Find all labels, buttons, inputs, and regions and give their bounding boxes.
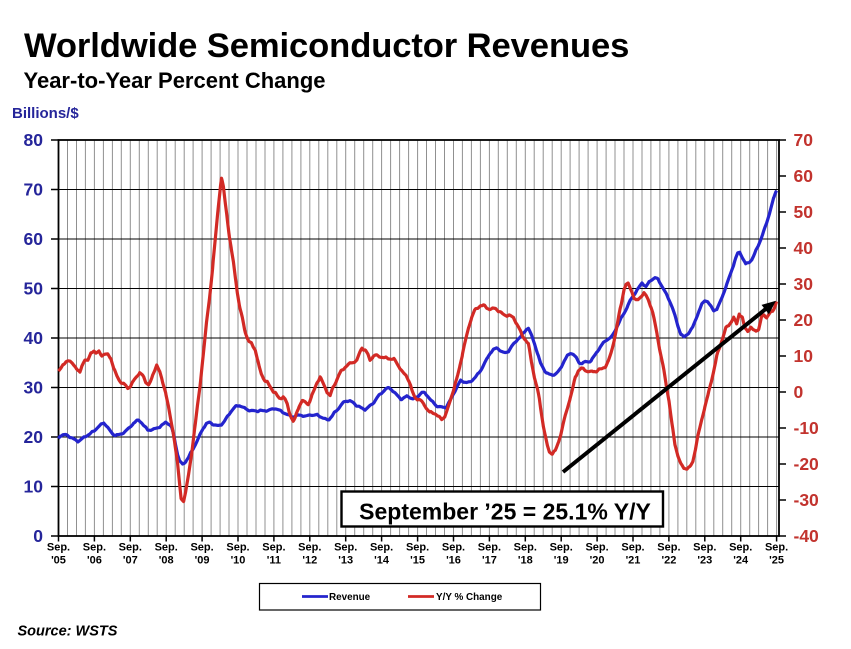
svg-text:'15: '15 [410, 555, 425, 567]
svg-text:Y/Y % Change: Y/Y % Change [436, 592, 503, 603]
svg-text:20: 20 [24, 427, 44, 447]
svg-text:Sep.: Sep. [657, 542, 680, 554]
svg-text:September ’25 = 25.1% Y/Y: September ’25 = 25.1% Y/Y [359, 499, 651, 525]
svg-text:Sep.: Sep. [765, 542, 788, 554]
svg-text:'25: '25 [769, 555, 784, 567]
svg-text:Sep.: Sep. [478, 542, 501, 554]
svg-text:Sep.: Sep. [550, 542, 573, 554]
svg-text:70: 70 [24, 180, 44, 200]
svg-text:20: 20 [794, 310, 814, 330]
svg-text:Sep.: Sep. [119, 542, 142, 554]
svg-text:Sep.: Sep. [47, 542, 70, 554]
svg-text:'13: '13 [338, 555, 353, 567]
svg-text:Sep.: Sep. [729, 542, 752, 554]
svg-text:'24: '24 [733, 555, 749, 567]
svg-text:Sep.: Sep. [693, 542, 716, 554]
svg-text:Sep.: Sep. [585, 542, 608, 554]
svg-text:60: 60 [24, 229, 44, 249]
svg-text:'05: '05 [51, 555, 66, 567]
svg-text:80: 80 [24, 130, 44, 150]
svg-text:'19: '19 [554, 555, 569, 567]
svg-text:70: 70 [794, 130, 814, 150]
svg-text:Revenue: Revenue [329, 592, 371, 603]
svg-text:'21: '21 [626, 555, 641, 567]
svg-text:-10: -10 [794, 418, 820, 438]
svg-text:Sep.: Sep. [262, 542, 285, 554]
svg-text:Sep.: Sep. [334, 542, 357, 554]
svg-text:'23: '23 [697, 555, 712, 567]
svg-text:'12: '12 [302, 555, 317, 567]
svg-text:'06: '06 [87, 555, 102, 567]
svg-text:40: 40 [794, 238, 814, 258]
svg-text:'14: '14 [374, 555, 390, 567]
svg-text:Worldwide Semiconductor Revenu: Worldwide Semiconductor Revenues [24, 27, 629, 65]
svg-text:'11: '11 [267, 555, 281, 567]
svg-text:Sep.: Sep. [155, 542, 178, 554]
svg-text:'10: '10 [231, 555, 246, 567]
svg-text:Sep.: Sep. [298, 542, 321, 554]
svg-text:30: 30 [794, 274, 814, 294]
svg-text:-30: -30 [794, 490, 820, 510]
svg-text:0: 0 [794, 382, 804, 402]
svg-text:'09: '09 [195, 555, 210, 567]
svg-text:Sep.: Sep. [406, 542, 429, 554]
svg-text:Year-to-Year Percent Change: Year-to-Year Percent Change [24, 68, 326, 93]
svg-text:'08: '08 [159, 555, 174, 567]
svg-text:Sep.: Sep. [370, 542, 393, 554]
svg-text:50: 50 [794, 202, 814, 222]
svg-text:'17: '17 [482, 555, 497, 567]
svg-text:Source: WSTS: Source: WSTS [18, 624, 118, 640]
svg-text:40: 40 [24, 328, 44, 348]
svg-text:Billions/$: Billions/$ [12, 105, 79, 122]
svg-text:Sep.: Sep. [83, 542, 106, 554]
svg-text:'22: '22 [661, 555, 676, 567]
svg-text:0: 0 [33, 526, 43, 546]
svg-text:50: 50 [24, 279, 44, 299]
svg-text:Sep.: Sep. [226, 542, 249, 554]
svg-text:'18: '18 [518, 555, 533, 567]
svg-text:'16: '16 [446, 555, 461, 567]
svg-text:'07: '07 [123, 555, 138, 567]
svg-text:Sep.: Sep. [442, 542, 465, 554]
svg-text:'20: '20 [590, 555, 605, 567]
svg-text:Sep.: Sep. [514, 542, 537, 554]
svg-text:10: 10 [794, 346, 814, 366]
svg-text:Sep.: Sep. [190, 542, 213, 554]
svg-text:-40: -40 [794, 526, 820, 546]
svg-text:10: 10 [24, 477, 44, 497]
svg-text:-20: -20 [794, 454, 820, 474]
svg-text:Sep.: Sep. [621, 542, 644, 554]
svg-text:30: 30 [24, 378, 44, 398]
svg-text:60: 60 [794, 166, 814, 186]
